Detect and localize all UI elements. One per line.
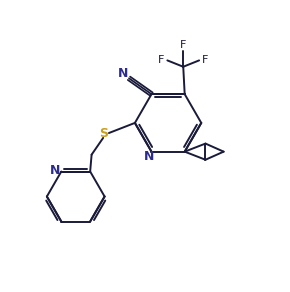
Text: N: N [50, 164, 60, 177]
Text: F: F [158, 55, 164, 65]
Text: F: F [202, 55, 209, 65]
Text: N: N [117, 67, 128, 81]
Text: F: F [180, 40, 186, 50]
Text: S: S [99, 126, 108, 140]
Text: N: N [144, 150, 154, 163]
